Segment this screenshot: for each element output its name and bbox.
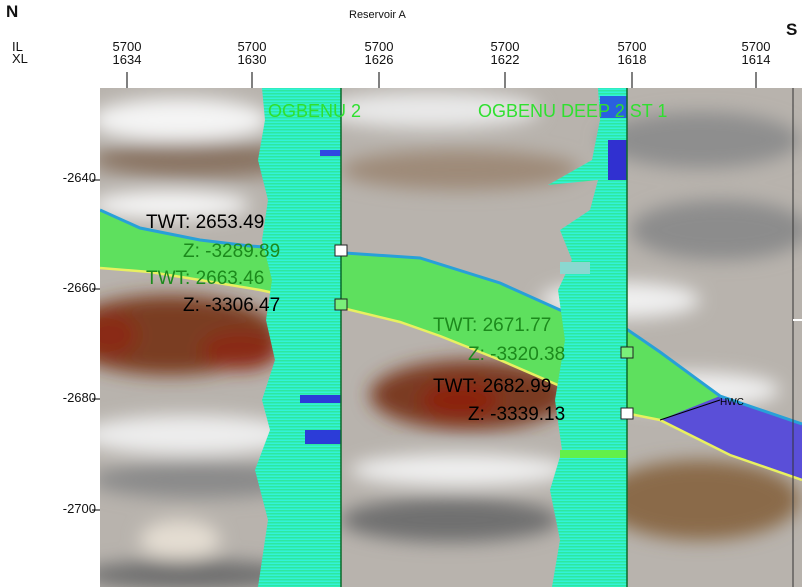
marker-box <box>620 407 634 420</box>
well-log-ogbenu-2 <box>255 88 342 587</box>
marker-twt-label: TWT: 2653.49 <box>146 212 264 233</box>
xl-value: 1614 <box>741 52 771 67</box>
top-horizon <box>100 208 802 426</box>
y-tick-label: -2640 <box>62 170 96 185</box>
xl-value: 1626 <box>364 52 394 67</box>
il-value: 5700 <box>741 39 771 54</box>
marker-box <box>620 346 634 359</box>
il-value: 5700 <box>490 39 520 54</box>
marker-twt-label: TWT: 2682.99 <box>433 376 551 397</box>
xl-value: 1634 <box>112 52 142 67</box>
xl-row-label: XL <box>12 51 28 66</box>
well-name-label: OGBENU DEEP 2 ST 1 <box>478 101 667 121</box>
il-row-label: IL <box>12 39 23 54</box>
y-tick-label: -2700 <box>62 501 96 516</box>
il-value: 5700 <box>112 39 142 54</box>
il-value: 5700 <box>237 39 267 54</box>
column-header: 5700 1622 <box>483 40 527 66</box>
chart-title: Reservoir A <box>349 9 406 21</box>
xl-value: 1618 <box>617 52 647 67</box>
y-tick-label: -2660 <box>62 280 96 295</box>
marker-z-label: Z: -3339.13 <box>468 404 565 425</box>
south-label: S <box>786 20 798 39</box>
il-value: 5700 <box>617 39 647 54</box>
north-label: N <box>6 2 19 21</box>
hwc-label: HWC <box>720 397 744 408</box>
marker-box <box>334 298 348 311</box>
column-header: 5700 1618 <box>610 40 654 66</box>
water-zone-fill <box>660 396 802 480</box>
axis-ticks <box>92 72 757 511</box>
il-value: 5700 <box>364 39 394 54</box>
marker-twt-label: TWT: 2663.46 <box>146 268 264 289</box>
well-log-ogbenu-deep-2-st-1 <box>548 88 628 587</box>
marker-z-label: Z: -3306.47 <box>183 295 280 316</box>
xl-value: 1630 <box>237 52 267 67</box>
xl-value: 1622 <box>490 52 520 67</box>
column-header: 5700 1626 <box>357 40 401 66</box>
column-header: 5700 1614 <box>734 40 778 66</box>
y-tick-label: -2680 <box>62 390 96 405</box>
well-name-label: OGBENU 2 <box>268 101 361 121</box>
marker-box <box>334 244 348 257</box>
seismic-amplitude-texture <box>100 92 802 587</box>
marker-twt-label: TWT: 2671.77 <box>433 315 551 336</box>
marker-z-label: Z: -3289.89 <box>183 241 280 262</box>
hwc-contact-line <box>659 399 721 421</box>
column-header: 5700 1634 <box>105 40 149 66</box>
marker-z-label: Z: -3320.38 <box>468 344 565 365</box>
column-header: 5700 1630 <box>230 40 274 66</box>
